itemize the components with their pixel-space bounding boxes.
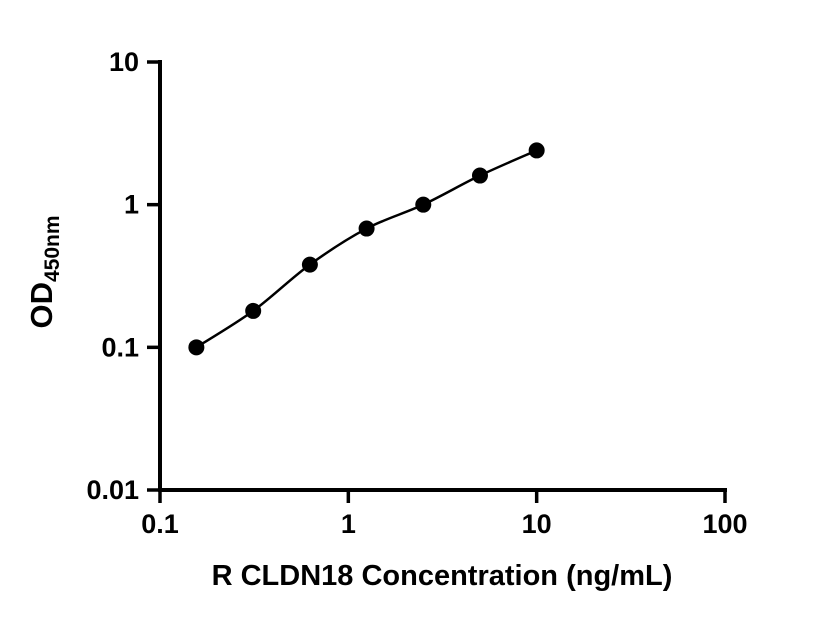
y-axis-title-subscript: 450nm [41,215,64,282]
data-point [415,196,432,213]
y-tick-label: 0.01 [86,475,139,505]
y-axis-title-main: OD [24,282,59,329]
y-axis-title: OD450nm [24,215,64,328]
data-point [301,256,318,273]
y-tick-label: 1 [124,190,139,220]
x-tick-label: 10 [522,509,552,539]
x-axis-title: R CLDN18 Concentration (ng/mL) [212,560,673,592]
data-point [358,220,375,237]
x-tick-label: 100 [702,509,747,539]
y-tick-label: 10 [109,47,139,77]
data-point [245,302,262,319]
data-point [471,167,488,184]
data-point [188,339,205,356]
data-point [528,142,545,159]
x-tick-label: 0.1 [141,509,179,539]
y-tick-label: 0.1 [101,332,139,362]
x-tick-label: 1 [341,509,356,539]
